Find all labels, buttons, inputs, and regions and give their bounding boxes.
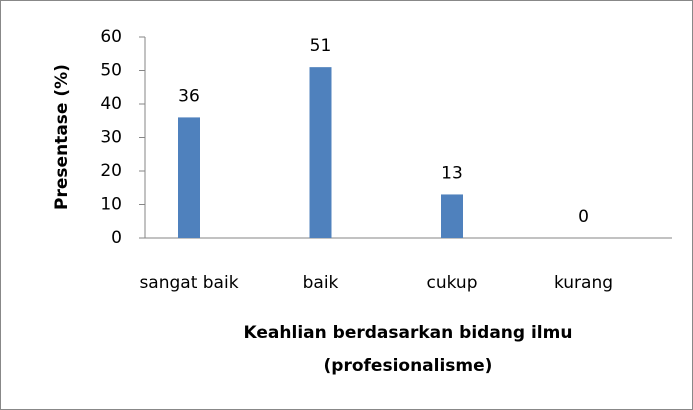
bar — [441, 194, 463, 238]
x-axis-label: Keahlian berdasarkan bidang ilmu — [244, 323, 573, 343]
y-tick-label: 50 — [100, 61, 122, 81]
y-tick-label: 20 — [100, 161, 122, 181]
y-tick-label: 60 — [100, 27, 122, 47]
x-tick-label: kurang — [554, 273, 613, 293]
y-axis-label: Presentase (%) — [52, 64, 72, 210]
data-label: 36 — [178, 86, 200, 106]
data-label: 0 — [578, 207, 589, 227]
x-tick-label: cukup — [426, 273, 477, 293]
data-label: 13 — [441, 163, 463, 183]
y-tick-label: 0 — [111, 228, 122, 248]
x-tick-label: sangat baik — [139, 273, 238, 293]
y-tick-label: 40 — [100, 94, 122, 114]
bar — [178, 117, 200, 238]
y-tick-label: 10 — [100, 195, 122, 215]
y-tick-label: 30 — [100, 128, 122, 148]
bar — [309, 67, 332, 239]
x-tick-label: baik — [303, 273, 339, 293]
data-label: 51 — [310, 36, 332, 56]
x-axis-label: (profesionalisme) — [324, 356, 493, 376]
